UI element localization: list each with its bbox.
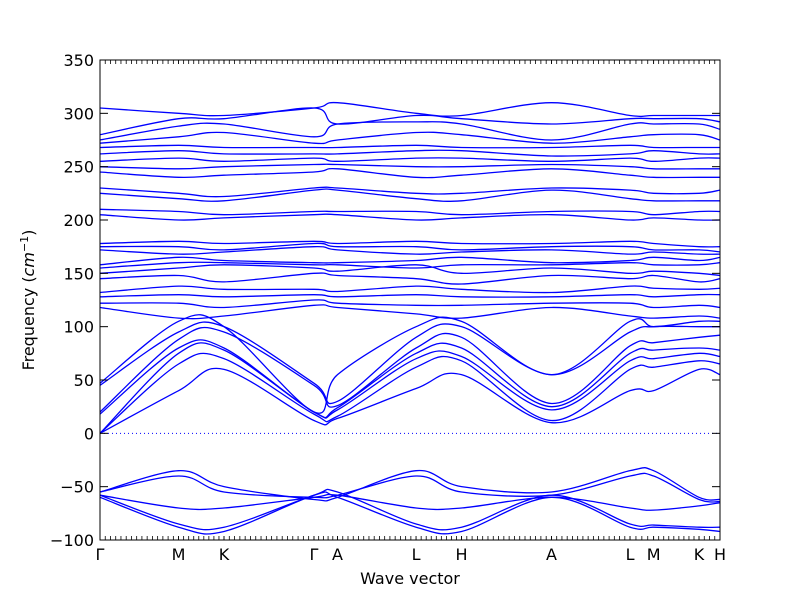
x-kpoint-label: K	[694, 545, 705, 564]
band-line-5	[100, 326, 720, 413]
band-line-10	[100, 293, 720, 298]
band-line-27	[100, 144, 720, 149]
band-line-13	[100, 264, 720, 277]
y-tick-label: 0	[84, 424, 94, 443]
x-kpoint-label: H	[714, 545, 726, 564]
x-kpoint-label: M	[172, 545, 186, 564]
x-kpoint-label: A	[546, 545, 557, 564]
band-line-25	[100, 157, 720, 162]
band-line-28	[100, 131, 720, 145]
band-line-21	[100, 188, 720, 202]
band-line-23	[100, 167, 720, 179]
y-axis-label-unit: cm	[19, 252, 38, 276]
y-tick-label: −100	[50, 531, 94, 550]
y-tick-label: −50	[60, 478, 94, 497]
band-line-32	[100, 467, 720, 502]
band-line-19	[100, 213, 720, 221]
band-line-7	[100, 314, 720, 414]
band-line-4	[100, 339, 720, 419]
band-line-34	[100, 493, 720, 511]
y-tick-label: 250	[63, 158, 94, 177]
band-line-26	[100, 149, 720, 157]
x-kpoint-label: L	[626, 545, 635, 564]
band-line-33	[100, 472, 720, 503]
band-line-24	[100, 163, 720, 170]
y-axis-label: Frequency (cm−1)	[18, 230, 39, 371]
band-line-20	[100, 208, 720, 216]
y-axis-label-close: )	[19, 230, 38, 236]
band-line-29	[100, 121, 720, 141]
band-line-31	[100, 101, 720, 118]
band-line-17	[100, 242, 720, 253]
band-line-9	[100, 299, 720, 309]
band-line-11	[100, 285, 720, 294]
x-kpoint-label: L	[412, 545, 421, 564]
x-kpoint-label: M	[647, 545, 661, 564]
y-axis-label-exponent: −1	[18, 236, 31, 252]
band-line-18	[100, 240, 720, 248]
band-line-15	[100, 256, 720, 266]
y-axis-label-text: Frequency (	[19, 276, 38, 370]
y-tick-label: 150	[63, 264, 94, 283]
x-kpoint-label: Γ	[309, 545, 318, 564]
band-line-1	[100, 367, 720, 434]
band-line-2	[100, 352, 720, 434]
band-line-16	[100, 246, 720, 255]
y-tick-label: 100	[63, 318, 94, 337]
x-kpoint-label: A	[332, 545, 343, 564]
band-line-14	[100, 261, 720, 269]
band-line-36	[100, 491, 720, 535]
plot-frame	[99, 59, 721, 541]
y-tick-label: 200	[63, 211, 94, 230]
band-line-8	[100, 304, 720, 320]
x-kpoint-label: K	[219, 545, 230, 564]
x-kpoint-label: Γ	[96, 545, 105, 564]
y-axis-ticks: −100 −50 0 50 100 150 200 250 300 350	[50, 51, 720, 550]
phonon-bands	[100, 101, 720, 535]
x-axis-label: Wave vector	[360, 569, 460, 588]
y-tick-label: 50	[74, 371, 94, 390]
y-tick-label: 350	[63, 51, 94, 70]
y-tick-label: 300	[63, 104, 94, 123]
band-line-12	[100, 272, 720, 285]
band-line-35	[100, 488, 720, 531]
band-line-22	[100, 186, 720, 198]
band-line-3	[100, 342, 720, 434]
x-kpoint-label: H	[456, 545, 468, 564]
